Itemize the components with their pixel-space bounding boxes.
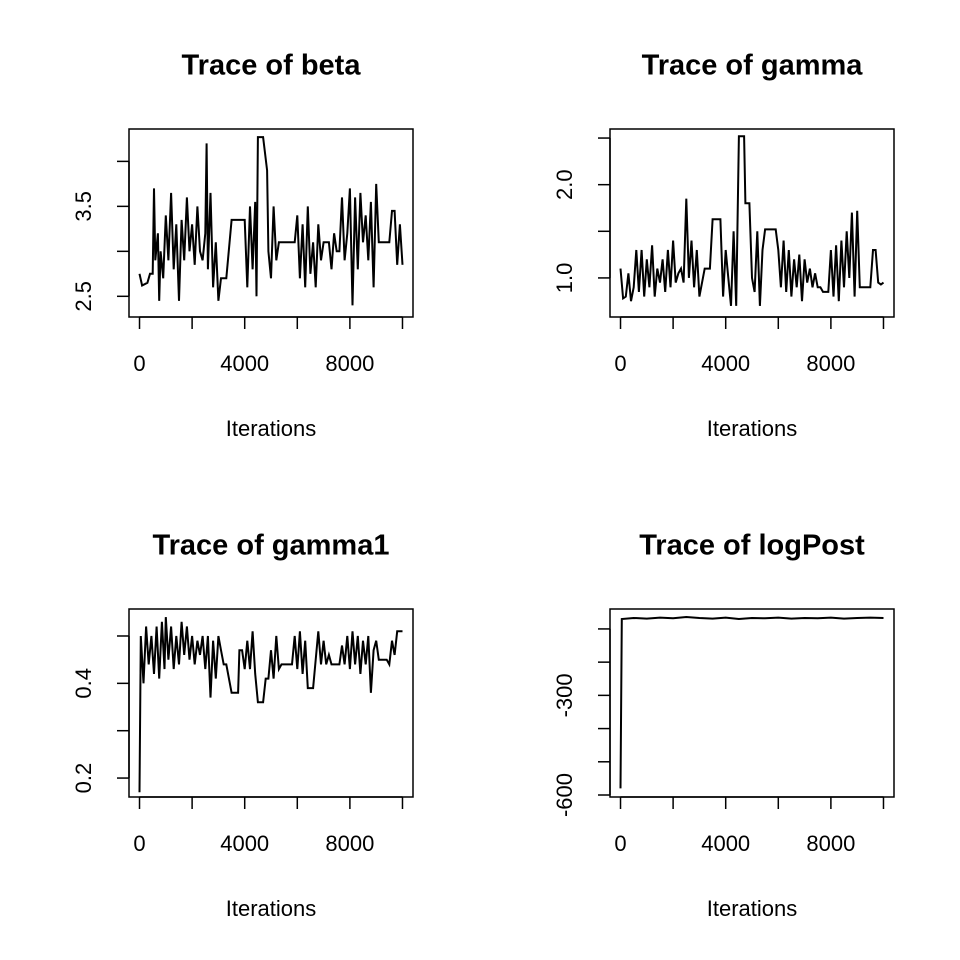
chart-title: Trace of gamma1 (153, 530, 390, 562)
x-tick-label: 8000 (325, 351, 374, 376)
x-tick-label: 4000 (220, 831, 269, 856)
chart-title: Trace of logPost (639, 530, 865, 562)
y-tick-label: -600 (552, 773, 577, 817)
y-tick-label: -300 (552, 673, 577, 717)
x-tick-label: 4000 (220, 351, 269, 376)
trace-line (138, 617, 403, 793)
plot-box (609, 608, 895, 798)
trace-line (138, 136, 404, 306)
x-tick-label: 8000 (806, 351, 855, 376)
y-tick-label: 0.2 (71, 763, 96, 794)
x-tick-label: 8000 (325, 831, 374, 856)
y-tick-label: 3.5 (71, 191, 96, 222)
trace-line (619, 615, 884, 789)
y-tick-label: 0.4 (71, 668, 96, 699)
x-axis-label: Iterations (707, 416, 798, 441)
x-axis-label: Iterations (226, 416, 317, 441)
x-axis-label: Iterations (226, 896, 317, 921)
x-tick-label: 4000 (701, 831, 750, 856)
x-tick-label: 4000 (701, 351, 750, 376)
x-tick-label: 0 (133, 351, 145, 376)
x-tick-label: 0 (614, 351, 626, 376)
x-tick-label: 8000 (806, 831, 855, 856)
x-tick-label: 0 (133, 831, 145, 856)
trace-line (619, 135, 885, 306)
chart-title: Trace of gamma (642, 50, 864, 82)
y-tick-label: 2.0 (552, 169, 577, 200)
x-axis-label: Iterations (707, 896, 798, 921)
chart-title: Trace of beta (182, 50, 362, 82)
y-tick-label: 2.5 (71, 281, 96, 312)
y-tick-label: 1.0 (552, 263, 577, 294)
x-tick-label: 0 (614, 831, 626, 856)
